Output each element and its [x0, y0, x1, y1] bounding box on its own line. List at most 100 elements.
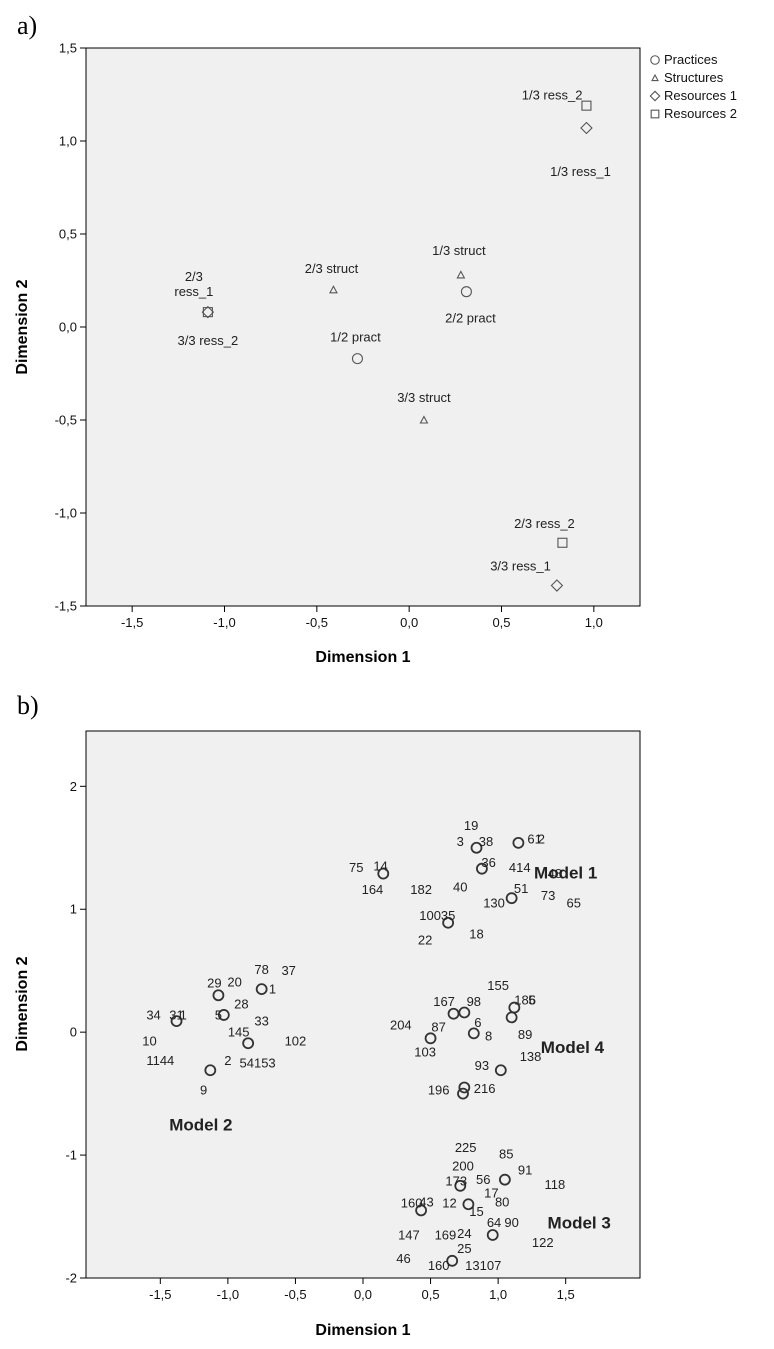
panel-b-point-label: 13107: [465, 1258, 501, 1273]
panel-b-point: [212, 989, 225, 1002]
panel-b-point-label: 164: [362, 882, 384, 897]
panel-a-x-axis-title: Dimension 1: [315, 649, 410, 666]
panel-a-legend-label: Practices: [664, 52, 718, 67]
panel-a-point-square: [557, 537, 568, 548]
panel-b-point-label: 40: [453, 880, 467, 895]
panel-b-point-label: 28: [234, 996, 248, 1011]
panel-a-legend-marker-circle: [650, 55, 660, 65]
panel-b-point-label: 89: [518, 1027, 532, 1042]
panel-b-point-label: 93: [475, 1058, 489, 1073]
panel-a-point-diamond: [201, 305, 215, 319]
panel-b-point: [442, 916, 455, 929]
panel-b-y-tick-label: 2: [70, 779, 77, 794]
panel-a-legend-marker-square: [650, 109, 660, 119]
panel-b-point: [458, 1081, 471, 1094]
panel-a-legend-label: Resources 1: [664, 88, 737, 103]
panel-b-x-tick-label: 1,0: [489, 1287, 507, 1302]
panel-a-x-tick-label: 0,5: [492, 615, 510, 630]
panel-b-point-label: 8: [485, 1028, 492, 1043]
panel-b-point-label: 3: [457, 834, 464, 849]
panel-b-point-label: 64: [487, 1215, 501, 1230]
panel-b-point: [447, 1007, 460, 1020]
panel-a-point-label: 2/3 struct: [305, 261, 359, 276]
panel-b-point: [446, 1254, 459, 1267]
panel-a-point-label-line: ress_1: [174, 284, 213, 299]
panel-b-point-label: 200: [452, 1159, 474, 1174]
panel-a-point-label: 2/3 ress_2: [514, 516, 575, 531]
panel-a: a) 1,5 1,0 0,5 0,0 -0,5 -1,0 -1,5 -1,5 -1,0 -0,5…: [14, 11, 737, 666]
panel-b-point-label: 5: [215, 1007, 222, 1022]
panel-b-x-tick-label: -1,0: [217, 1287, 239, 1302]
panel-a-x-tick-label: -1,0: [213, 615, 235, 630]
panel-b-group-labels: Model 1 Model 2 Model 3 Model 4: [169, 863, 611, 1232]
panel-b-point: [170, 1015, 183, 1027]
panel-b-point-label: 12: [442, 1196, 456, 1211]
panel-b-point-label: 73: [541, 888, 555, 903]
panel-a-legend: Practices Structures Resources 1 Resources …: [649, 52, 737, 121]
panel-b-point: [498, 1173, 511, 1186]
panel-a-x-tick-label: 0,0: [400, 615, 418, 630]
panel-b-point-label: 14: [373, 859, 387, 874]
panel-b-point-label: 5: [528, 993, 535, 1008]
panel-b-point-label: 147: [398, 1227, 420, 1242]
panel-b-point-label: 155: [487, 978, 509, 993]
panel-a-x-axis: -1,5 -1,0 -0,5 0,0 0,5 1,0: [121, 606, 603, 630]
panel-b-point-label: 17: [484, 1186, 498, 1201]
panel-a-y-tick-label: -0,5: [55, 413, 77, 428]
panel-a-point-square: [202, 307, 213, 318]
panel-b-point-label: 38: [479, 834, 493, 849]
panel-a-legend-marker-diamond: [649, 90, 661, 102]
panel-a-point-diamond: [550, 579, 564, 592]
panel-a-point-label: 2/2 pract: [445, 311, 496, 326]
panel-b-x-tick-label: 0,5: [422, 1287, 440, 1302]
panel-b-point: [217, 1009, 230, 1021]
panel-b-point-label: 80: [495, 1194, 509, 1209]
panel-b-y-tick-label: -1: [65, 1148, 77, 1163]
panel-a-point-label-line: 2/3: [185, 269, 203, 284]
panel-b-point-label: 6: [474, 1015, 481, 1030]
panel-b-x-tick-label: -1,5: [149, 1287, 171, 1302]
panel-b-point: [458, 1006, 471, 1019]
panel-a-point-label: 3/3 ress_2: [178, 333, 239, 348]
panel-a-legend-label: Resources 2: [664, 106, 737, 121]
panel-b-point-label: 65: [567, 896, 581, 911]
panel-a-x-tick-label: -0,5: [306, 615, 328, 630]
panel-b-point-label: 130: [483, 896, 505, 911]
panel-b-point: [494, 1064, 507, 1077]
panel-b-group-label: Model 1: [534, 863, 597, 882]
panel-b-plot-area: [85, 730, 641, 1279]
panel-b-point-label: 54153: [240, 1055, 276, 1070]
panel-a-point-label: 3/3 ress_1: [490, 559, 551, 574]
panel-a-plot-area: [85, 47, 641, 607]
panel-b-point-label: 186: [514, 993, 536, 1008]
panel-a-point-label: 1/3 ress_2: [522, 88, 583, 103]
panel-b-points: [170, 836, 525, 1267]
panel-b-point-label: 414: [509, 860, 531, 875]
panel-b-point-label: 182: [410, 882, 432, 897]
panel-b-group-label: Model 4: [541, 1038, 605, 1057]
panel-b-point-label: 78: [254, 962, 268, 977]
panel-b-point-label: 122: [532, 1235, 554, 1250]
panel-b-point-label: 1144: [146, 1053, 174, 1068]
panel-a-y-tick-label: 1,5: [59, 41, 77, 56]
panel-b-point-label: 102: [285, 1033, 307, 1048]
panel-b-y-tick-label: 0: [70, 1025, 77, 1040]
panel-b-point-label: 43: [419, 1194, 433, 1209]
panel-b-point-label: 225: [455, 1140, 477, 1155]
panel-b-point-label: 1: [269, 982, 276, 997]
panel-b-point-label: 33: [254, 1014, 268, 1029]
panel-a-point-triangle: [329, 285, 338, 294]
panel-b-point-label: 22: [418, 932, 432, 947]
panel-b-point-label: 160: [428, 1258, 450, 1273]
panel-a-point-triangle: [419, 415, 429, 424]
panel-b-y-axis: 2 1 0 -1 -2: [65, 779, 86, 1286]
panel-b-group-label: Model 2: [169, 1115, 232, 1134]
panel-b-point-label: 87: [431, 1020, 445, 1035]
panel-b-y-tick-label: -2: [65, 1271, 77, 1286]
panel-b-letter: b): [17, 691, 39, 720]
panel-a-point-circle: [460, 286, 472, 298]
panel-b-point: [255, 983, 268, 996]
panel-a-y-tick-label: 0,5: [59, 227, 77, 242]
